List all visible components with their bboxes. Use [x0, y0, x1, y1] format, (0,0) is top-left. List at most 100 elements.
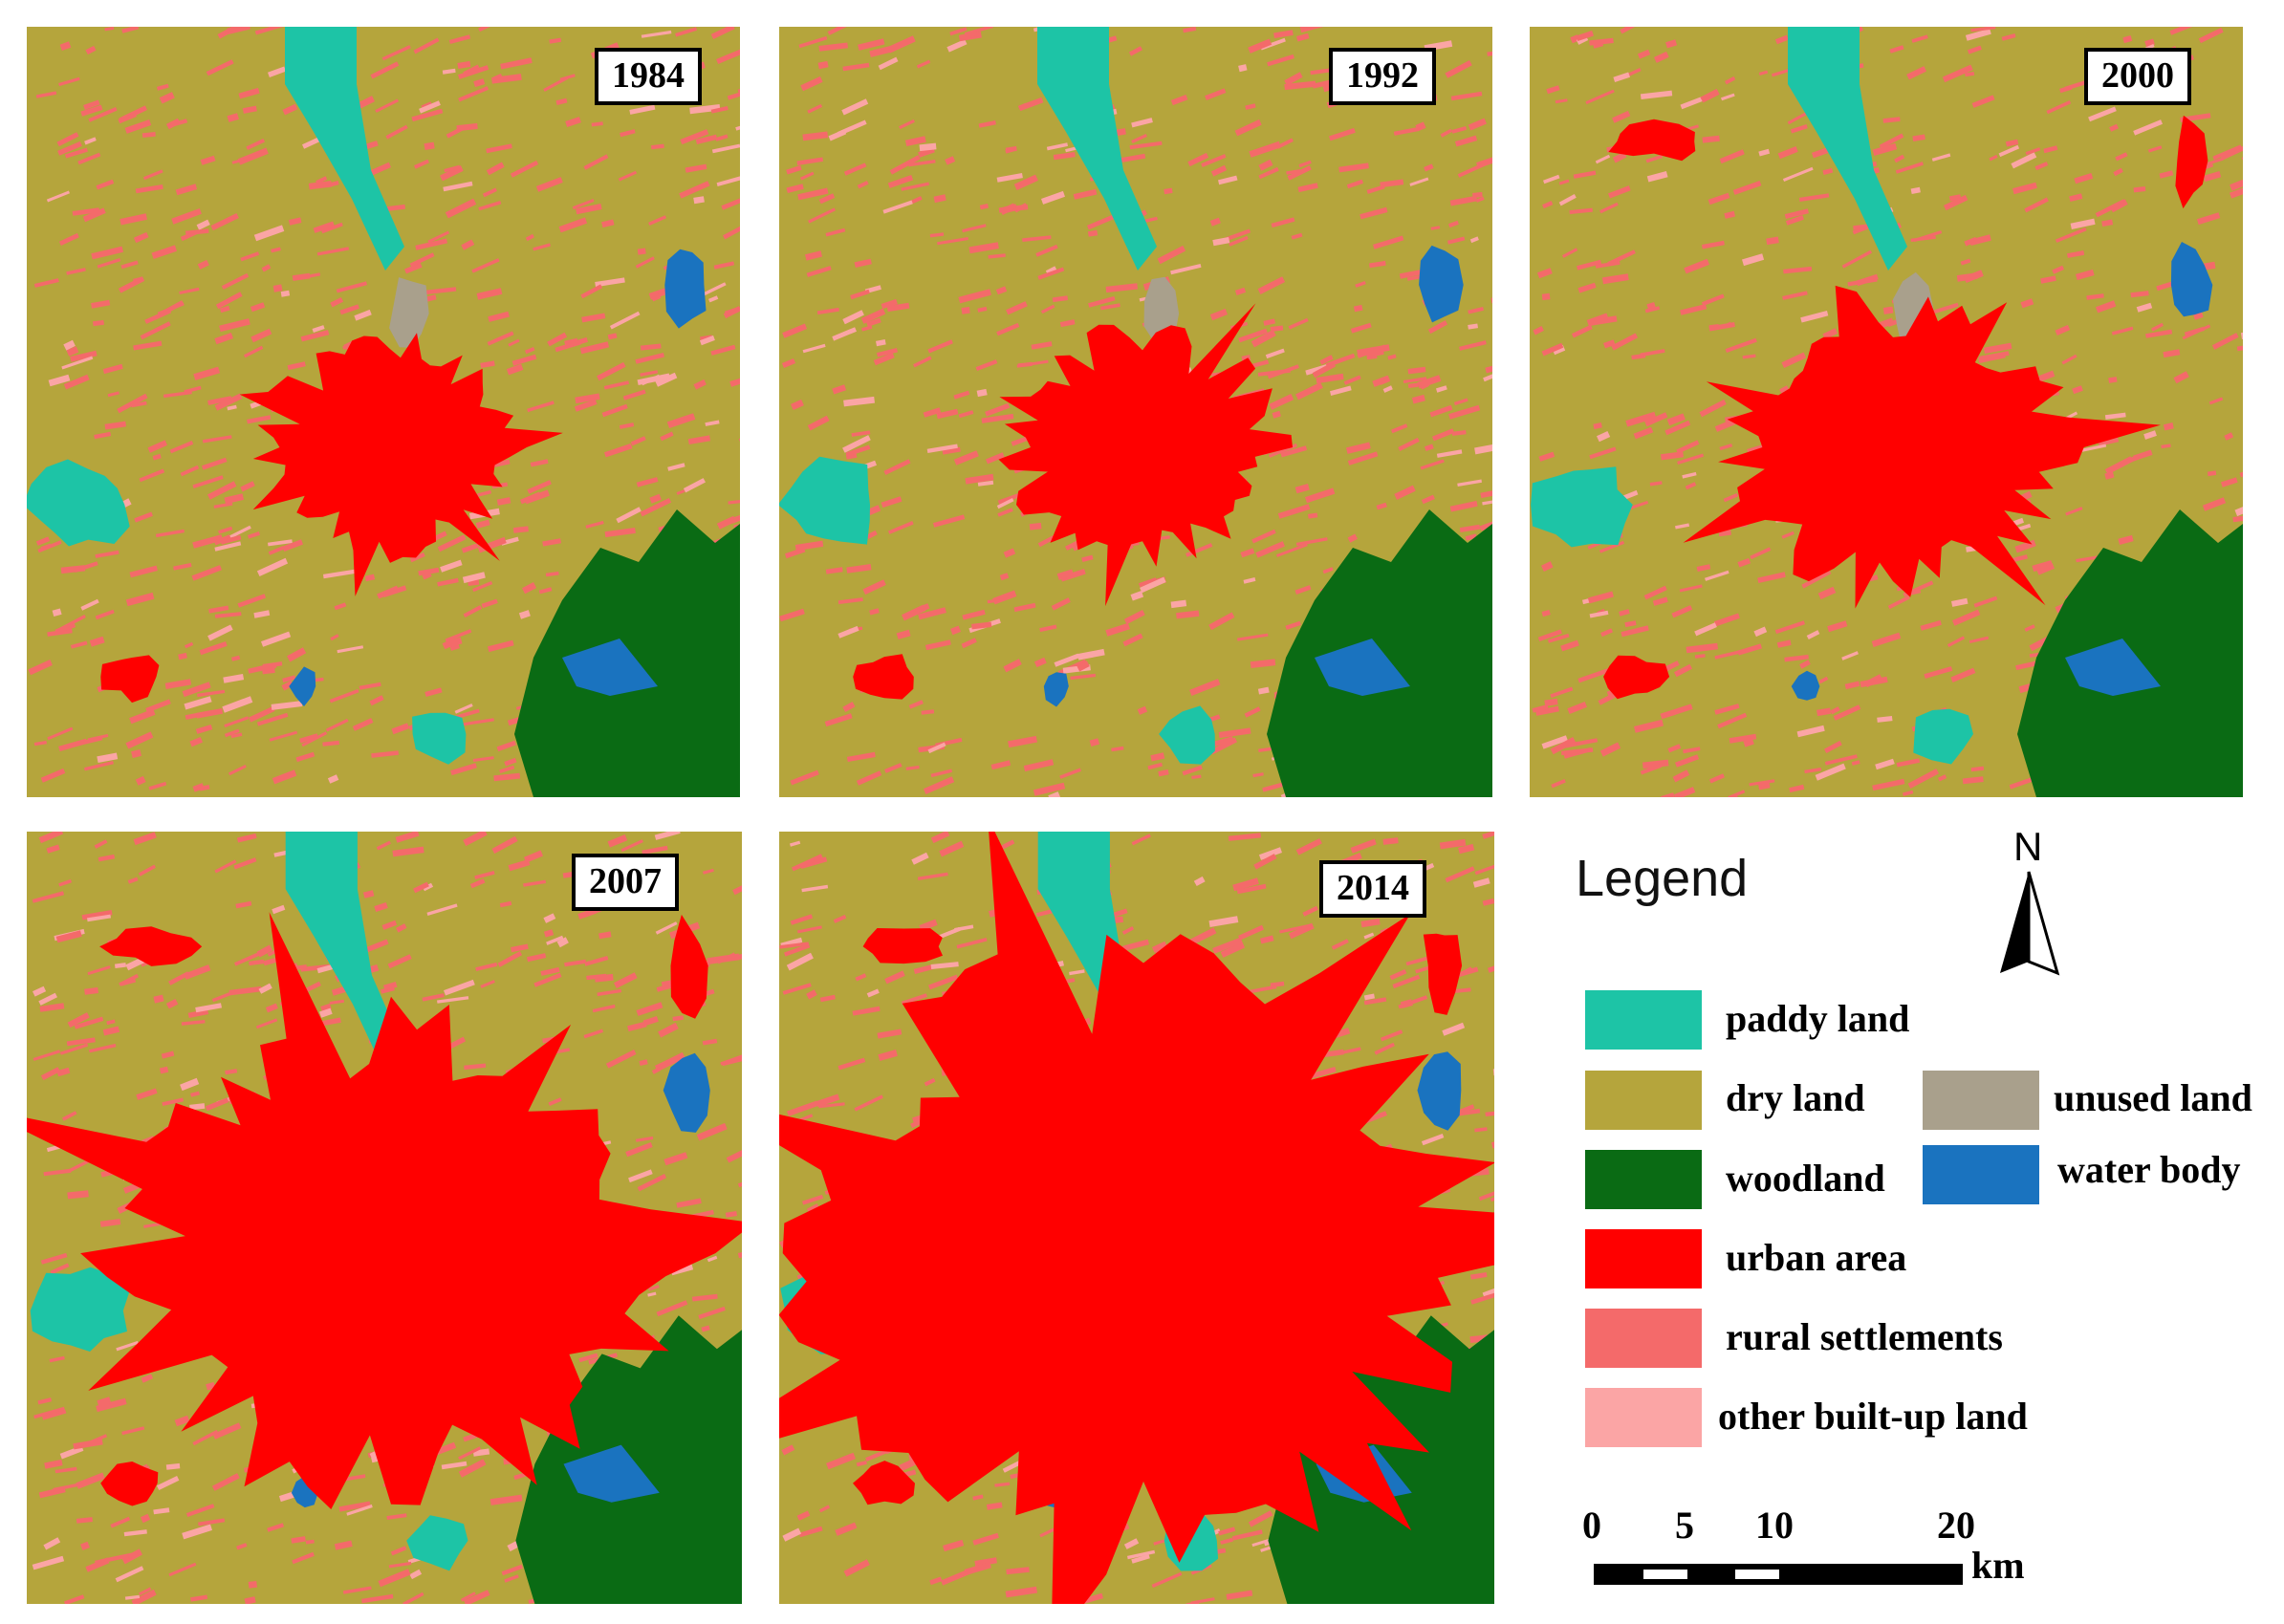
rural-settlement: [478, 201, 502, 211]
rural-settlement: [1398, 995, 1428, 1009]
rural-settlement: [852, 1006, 881, 1016]
rural-settlement: [1800, 311, 1829, 323]
rural-settlement: [1350, 322, 1372, 334]
rural-settlement: [95, 550, 120, 558]
rural-settlement: [189, 1103, 206, 1111]
rural-settlement: [1561, 747, 1594, 756]
rural-settlement: [1587, 591, 1614, 604]
rural-settlement: [2239, 471, 2243, 478]
rural-settlement: [1969, 234, 1991, 246]
rural-settlement: [1492, 1069, 1494, 1076]
rural-settlement: [272, 284, 283, 292]
rural-settlement: [1294, 585, 1312, 595]
rural-settlement: [826, 1452, 856, 1470]
rural-settlement: [1851, 760, 1860, 766]
rural-settlement: [1373, 235, 1404, 249]
rural-settlement: [605, 1050, 637, 1069]
rural-settlement: [1425, 444, 1434, 451]
rural-settlement: [248, 662, 273, 674]
rural-settlement: [244, 1596, 256, 1604]
rural-settlement: [1421, 494, 1435, 505]
rural-settlement: [1363, 932, 1375, 940]
rural-settlement: [1927, 302, 1959, 316]
rural-settlement: [1785, 215, 1804, 226]
rural-settlement: [58, 878, 72, 887]
rural-settlement: [884, 970, 905, 985]
rural-settlement: [1882, 306, 1894, 314]
rural-settlement: [818, 193, 836, 205]
rural-settlement: [102, 363, 123, 375]
rural-settlement: [887, 175, 914, 188]
rural-settlement: [942, 446, 961, 455]
rural-settlement: [2163, 422, 2174, 431]
rural-settlement: [1123, 1538, 1140, 1549]
rural-settlement: [1479, 521, 1492, 531]
rural-settlement: [1158, 769, 1169, 777]
rural-settlement: [996, 498, 1014, 509]
rural-settlement: [1267, 364, 1299, 379]
rural-settlement: [47, 726, 74, 741]
rural-settlement: [786, 184, 804, 193]
rural-settlement: [1782, 166, 1814, 182]
rural-settlement: [635, 256, 655, 269]
rural-settlement: [1719, 444, 1733, 451]
rural-settlement: [961, 638, 977, 649]
rural-settlement: [292, 1551, 315, 1565]
rural-settlement: [1151, 1571, 1183, 1589]
rural-settlement: [1363, 997, 1387, 1006]
map-svg-2000: [1530, 27, 2243, 797]
rural-settlement: [913, 356, 932, 368]
rural-settlement: [334, 602, 347, 611]
rural-settlement: [726, 1150, 742, 1163]
rural-settlement: [237, 594, 267, 608]
rural-settlement: [802, 131, 829, 141]
rural-settlement: [2025, 147, 2041, 156]
rural-settlement: [1448, 404, 1481, 420]
rural-settlement: [254, 27, 284, 35]
rural-settlement: [1550, 737, 1577, 755]
rural-settlement: [141, 1374, 154, 1383]
rural-settlement: [543, 913, 556, 923]
rural-settlement: [1483, 374, 1492, 382]
rural-settlement: [58, 76, 80, 87]
rural-settlement: [595, 973, 614, 983]
rural-settlement: [1137, 705, 1148, 715]
rural-settlement: [1475, 196, 1485, 203]
rural-settlement: [1205, 88, 1227, 100]
rural-settlement: [81, 910, 113, 920]
rural-settlement: [1612, 110, 1631, 123]
rural-settlement: [1405, 956, 1428, 966]
rural-settlement: [258, 983, 272, 994]
rural-settlement: [145, 699, 171, 713]
rural-settlement: [337, 645, 364, 654]
rural-settlement: [464, 1063, 487, 1071]
rural-settlement: [636, 1136, 654, 1142]
rural-settlement: [627, 1021, 647, 1032]
rural-settlement: [54, 1466, 77, 1474]
rural-settlement: [855, 973, 867, 982]
rural-settlement: [1543, 174, 1560, 184]
rural-settlement: [2104, 456, 2134, 475]
rural-settlement: [1258, 747, 1275, 752]
rural-settlement: [1550, 686, 1574, 698]
legend-swatch-paddy-land: [1585, 990, 1702, 1050]
rural-settlement: [70, 640, 88, 649]
rural-settlement: [1894, 154, 1905, 163]
rural-settlement: [195, 1003, 222, 1013]
rural-settlement: [1625, 411, 1657, 427]
rural-settlement: [248, 1581, 257, 1589]
rural-settlement: [1758, 148, 1771, 157]
rural-settlement: [1705, 570, 1729, 581]
rural-settlement: [1611, 333, 1639, 351]
rural-settlement: [807, 415, 830, 431]
rural-settlement: [635, 353, 664, 364]
rural-settlement: [651, 143, 664, 150]
rural-settlement: [1680, 304, 1708, 315]
rural-settlement: [1490, 1141, 1494, 1149]
rural-settlement: [1013, 174, 1038, 190]
rural-settlement: [1649, 481, 1663, 487]
rural-settlement: [288, 217, 302, 226]
rural-settlement: [387, 954, 412, 969]
rural-settlement: [978, 120, 996, 128]
rural-settlement: [236, 833, 257, 843]
